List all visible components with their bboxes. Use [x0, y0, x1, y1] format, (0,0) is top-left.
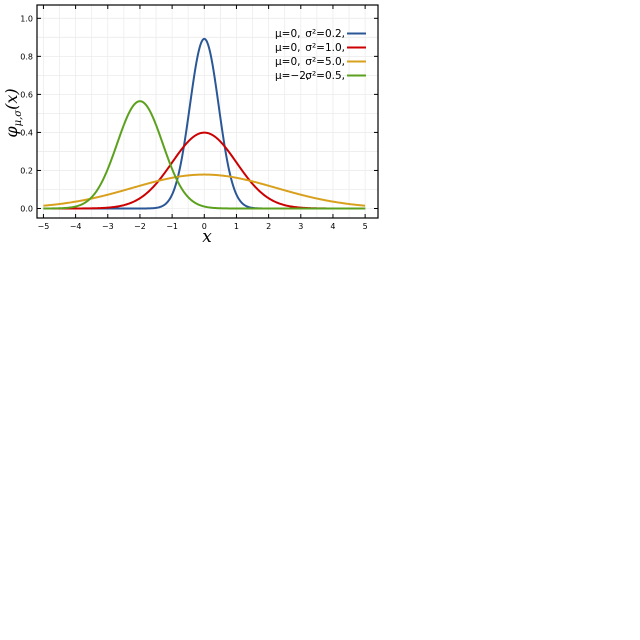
legend: μ=0, σ²=0.2, μ=0, σ²=1.0, μ=0, σ²=5.0, μ=−2,σ²…	[275, 28, 366, 82]
legend-sigma-label: σ²=5.0,	[305, 56, 345, 68]
x-tick-label: −3	[102, 222, 114, 231]
series-line-4	[43, 100, 366, 210]
legend-sigma-label: σ²=0.2,	[305, 28, 345, 40]
y-tick-label: 0.0	[20, 204, 33, 213]
plot-frame	[36, 4, 379, 219]
x-tick-label: 4	[330, 222, 335, 231]
legend-mu-label: μ=0,	[275, 28, 301, 40]
y-tick-label: 0.2	[20, 166, 33, 175]
y-axis-title-base: φ	[2, 126, 21, 138]
x-tick-label: −2	[134, 222, 146, 231]
y-axis-title-sub: μ,σ	[13, 109, 24, 127]
x-tick-label: 0	[202, 222, 207, 231]
ticks: −5 −4 −3 −2 −1 0 1 2 3 4 5 0.0 0.2 0.4 0.6 0.8 1.0	[20, 5, 378, 231]
legend-mu-label: μ=0,	[275, 42, 301, 54]
x-tick-label: −1	[166, 222, 178, 231]
series-layer	[43, 37, 366, 210]
x-tick-label: −5	[38, 222, 50, 231]
legend-sigma-label: σ²=1.0,	[305, 42, 345, 54]
x-axis-title: x	[202, 227, 212, 247]
x-tick-label: 2	[266, 222, 271, 231]
x-tick-label: 3	[298, 222, 303, 231]
y-tick-label: 0.8	[20, 52, 33, 61]
y-axis-title: φμ,σ(x)	[2, 88, 24, 137]
x-tick-label: 5	[363, 222, 368, 231]
legend-mu-label: μ=0,	[275, 56, 301, 68]
y-tick-label: 1.0	[20, 14, 33, 23]
x-tick-label: 1	[234, 222, 239, 231]
y-tick-label: 0.6	[20, 90, 33, 99]
legend-mu-label: μ=−2,	[275, 70, 309, 82]
y-tick-label: 0.4	[20, 128, 33, 137]
series-line-3	[43, 173, 366, 207]
x-tick-label: −4	[70, 222, 82, 231]
y-axis-title-arg: (x)	[2, 88, 21, 110]
legend-sigma-label: σ²=0.5,	[305, 70, 345, 82]
